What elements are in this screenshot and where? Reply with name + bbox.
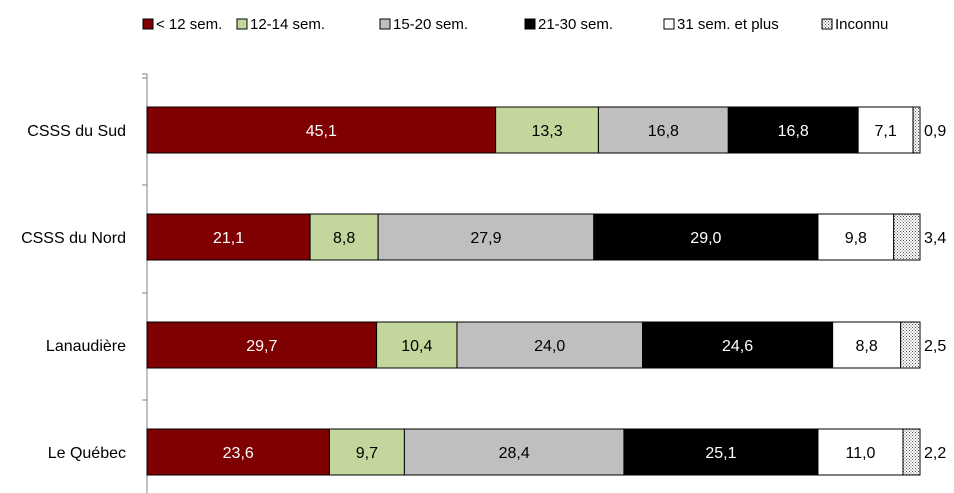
legend-swatch xyxy=(524,18,536,30)
legend-label: Inconnu xyxy=(835,16,888,33)
data-label: 24,6 xyxy=(722,338,753,355)
bar-segment xyxy=(377,213,595,261)
legend-swatch xyxy=(236,18,248,30)
data-label: 23,6 xyxy=(223,445,254,462)
data-label: 45,1 xyxy=(306,123,337,140)
bar-segment xyxy=(727,106,859,154)
data-label: 16,8 xyxy=(648,123,679,140)
y-axis: CSSS du Sud CSSS du Nord Lanaudière Le Québ… xyxy=(21,73,148,493)
data-label: 9,8 xyxy=(845,230,867,247)
legend-label: 15-20 sem. xyxy=(393,16,468,33)
legend: < 12 sem. 12-14 sem. 15-20 sem. 21-30 sem. 3… xyxy=(142,16,888,33)
category-label: CSSS du Sud xyxy=(27,123,126,140)
data-label: 2,2 xyxy=(924,445,946,462)
bar-segment xyxy=(893,213,921,261)
data-label: 28,4 xyxy=(499,445,530,462)
data-label: 25,1 xyxy=(705,445,736,462)
bar-segment xyxy=(857,106,914,154)
legend-swatch xyxy=(821,18,833,30)
data-label: 16,8 xyxy=(778,123,809,140)
bar-segment xyxy=(309,213,379,261)
data-label: 7,1 xyxy=(874,123,896,140)
data-label: 8,8 xyxy=(333,230,355,247)
data-label: 2,5 xyxy=(924,338,946,355)
data-label: 9,7 xyxy=(356,445,378,462)
bar-segment xyxy=(641,321,834,369)
bar-segment xyxy=(456,321,643,369)
category-label: Le Québec xyxy=(48,445,126,462)
data-label: 0,9 xyxy=(924,123,946,140)
data-label: 29,7 xyxy=(246,338,277,355)
bar-segment xyxy=(900,321,921,369)
bar-segment xyxy=(403,428,625,476)
data-label: 10,4 xyxy=(401,338,432,355)
data-label: 29,0 xyxy=(690,230,721,247)
bar-segment xyxy=(146,106,497,154)
category-label: CSSS du Nord xyxy=(21,230,126,247)
data-label: 3,4 xyxy=(924,230,946,247)
legend-label: 21-30 sem. xyxy=(538,16,613,33)
legend-label: 12-14 sem. xyxy=(250,16,325,33)
legend-label: < 12 sem. xyxy=(156,16,222,33)
plot-area: 45,1 13,3 16,8 16,8 7,1 0,9 21,1 8,8 27,9 29,0 9,8… xyxy=(146,106,946,476)
legend-swatch xyxy=(663,18,675,30)
legend-swatch xyxy=(379,18,391,30)
bar-segment xyxy=(146,321,378,369)
bar-segment xyxy=(817,213,895,261)
category-label: Lanaudière xyxy=(46,338,126,355)
data-label: 11,0 xyxy=(846,445,876,462)
legend-swatch xyxy=(142,18,154,30)
bar-segment xyxy=(902,428,921,476)
data-label: 24,0 xyxy=(534,338,565,355)
bar-segment xyxy=(912,106,921,154)
legend-label: 31 sem. et plus xyxy=(677,16,779,33)
bar-segment xyxy=(376,321,458,369)
bar-segment xyxy=(593,213,819,261)
bar-segment xyxy=(328,428,405,476)
data-label: 13,3 xyxy=(531,123,562,140)
bar-segment xyxy=(146,213,311,261)
data-label: 21,1 xyxy=(213,230,244,247)
data-label: 8,8 xyxy=(856,338,878,355)
data-label: 27,9 xyxy=(470,230,501,247)
